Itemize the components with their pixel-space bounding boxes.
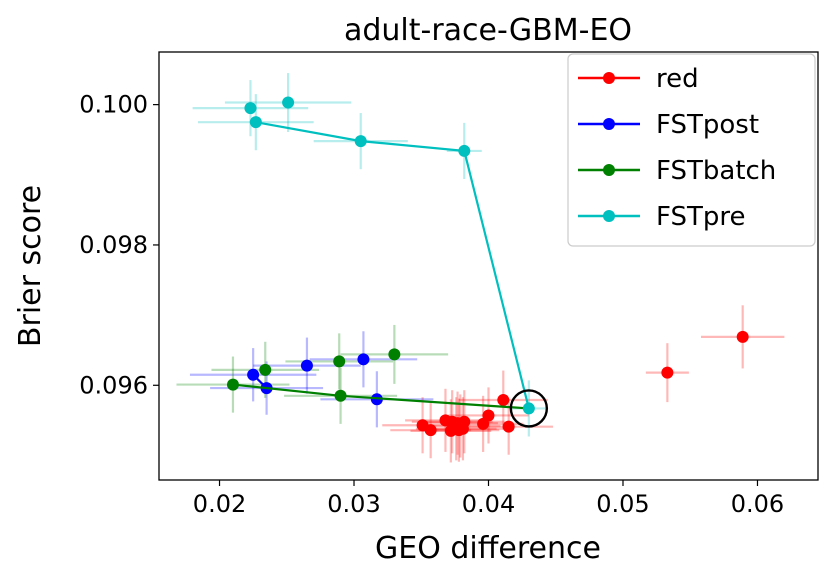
data-point-red bbox=[502, 420, 515, 433]
data-point-fstpost bbox=[357, 353, 370, 366]
legend-marker-fstpost bbox=[603, 118, 615, 130]
data-point-fstbatch bbox=[226, 378, 239, 391]
data-point-red bbox=[661, 366, 674, 379]
x-tick-label: 0.06 bbox=[731, 490, 784, 518]
data-point-fstpre bbox=[522, 402, 535, 415]
data-point-red bbox=[736, 330, 749, 343]
data-point-fstpost bbox=[247, 368, 260, 381]
x-tick-label: 0.05 bbox=[596, 490, 649, 518]
data-point-fstpre bbox=[244, 102, 257, 115]
data-point-red bbox=[439, 414, 452, 427]
highlight-circle bbox=[509, 389, 549, 428]
x-tick-label: 0.02 bbox=[193, 490, 246, 518]
plot-area bbox=[176, 73, 785, 463]
data-point-fstbatch bbox=[334, 389, 347, 402]
y-tick-label: 0.096 bbox=[79, 371, 148, 399]
legend-label-fstpre: FSTpre bbox=[656, 202, 746, 232]
y-axis-label: Brier score bbox=[13, 185, 48, 347]
data-point-red bbox=[416, 419, 429, 432]
legend-marker-fstpre bbox=[603, 210, 615, 222]
data-point-fstpre bbox=[458, 144, 471, 157]
data-point-fstbatch bbox=[259, 363, 272, 376]
data-point-fstpost bbox=[300, 359, 313, 372]
data-point-fstpre bbox=[282, 96, 295, 109]
data-point-red bbox=[497, 394, 510, 407]
legend-label-red: red bbox=[656, 64, 699, 94]
x-tick-label: 0.04 bbox=[462, 490, 515, 518]
data-point-red bbox=[444, 424, 457, 437]
legend-marker-fstbatch bbox=[603, 164, 615, 176]
data-point-red bbox=[477, 417, 490, 430]
x-tick-label: 0.03 bbox=[327, 490, 380, 518]
data-point-fstbatch bbox=[333, 355, 346, 368]
x-axis-label: GEO difference bbox=[375, 531, 601, 566]
y-tick-label: 0.098 bbox=[79, 231, 148, 259]
series-line-fstpre bbox=[255, 121, 530, 409]
data-point-fstbatch bbox=[388, 348, 401, 361]
ticks: 0.02 0.03 0.04 0.05 0.06 0.096 0.098 0.100 bbox=[79, 91, 784, 518]
legend-frame bbox=[567, 53, 816, 247]
y-tick-label: 0.100 bbox=[79, 91, 148, 119]
chart-title: adult-race-GBM-EO bbox=[344, 13, 632, 48]
data-point-fstpre bbox=[249, 116, 262, 129]
legend-marker-red bbox=[603, 72, 615, 84]
legend-label-fstbatch: FSTbatch bbox=[656, 156, 776, 186]
data-point-fstpre bbox=[354, 135, 367, 148]
legend-label-fstpost: FSTpost bbox=[656, 110, 759, 140]
legend: red FSTpost FSTbatch FSTpre bbox=[567, 53, 816, 247]
